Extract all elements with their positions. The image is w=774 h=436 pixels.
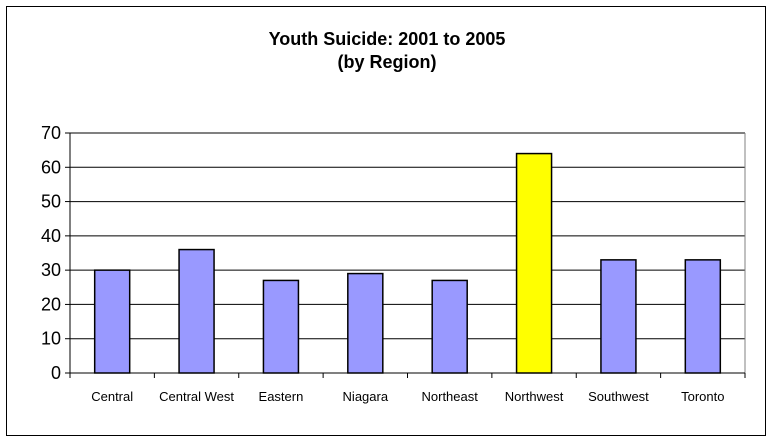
y-tick-label: 60 [41,157,61,177]
bar [600,259,637,374]
bar [93,269,131,374]
y-tick-label: 70 [41,123,61,143]
chart-frame [6,6,766,436]
x-tick-label: Toronto [681,389,724,404]
bar-chart: 0 10 20 30 40 50 60 70 Central Central West Easter… [41,123,746,404]
bar [431,279,468,374]
x-tick-label: Niagara [343,389,389,404]
y-tick-label: 10 [41,329,61,349]
y-tick-label: 0 [51,363,61,383]
x-tick-label: Southwest [588,389,649,404]
x-tick-label: Eastern [259,389,304,404]
x-tick-label: Northeast [422,389,479,404]
bar [262,279,300,374]
bar [347,272,384,374]
x-tick-label: Northwest [505,389,564,404]
chart-title: Youth Suicide: 2001 to 2005 [268,29,506,49]
bar [515,152,553,374]
y-tick-label: 20 [41,294,61,314]
y-tick-label: 40 [41,226,61,246]
bar [684,259,722,374]
bar [178,248,215,374]
chart-subtitle: (by Region) [337,52,437,72]
y-tick-label: 30 [41,260,61,280]
y-tick-label: 50 [41,192,61,212]
x-tick-label: Central West [159,389,234,404]
x-tick-label: Central [91,389,133,404]
